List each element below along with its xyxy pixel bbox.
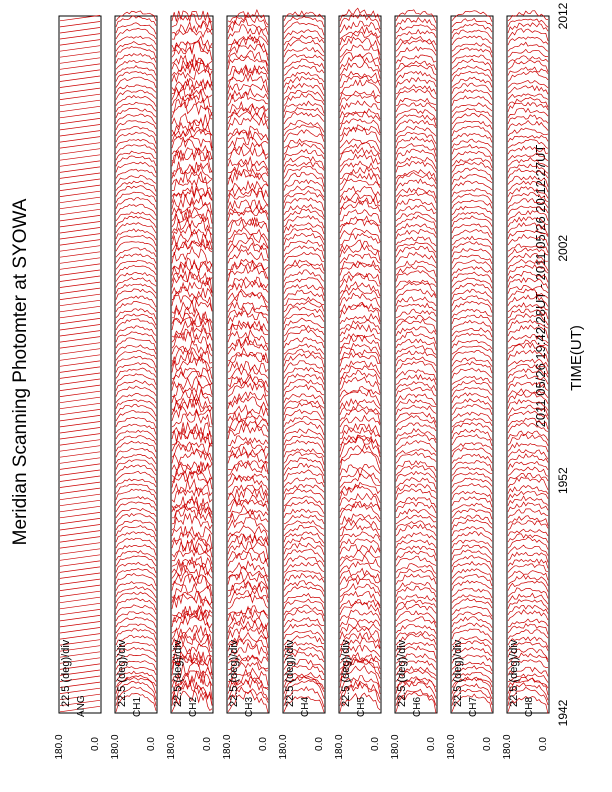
scan-traces (227, 8, 269, 713)
scale-label: 22.5 (deg)/div (508, 639, 520, 707)
panel-frame (394, 15, 438, 714)
panel-frame (338, 15, 382, 714)
scale-label: 22.5 (deg)/div (284, 639, 296, 707)
y-tick-min: 0.0 (538, 737, 549, 751)
y-tick-max: 180.0 (334, 734, 345, 759)
panel-ang: 180.0 0.0 ANG 22.5 (deg)/div (54, 15, 102, 760)
y-tick-min: 0.0 (146, 737, 157, 751)
scale-label: 22.5 (deg)/div (340, 639, 352, 707)
y-tick-max: 180.0 (502, 734, 513, 759)
x-tick-labels: 1942 1952 2002 2012 (556, 2, 570, 726)
panel-name: CH6 (412, 697, 423, 717)
panel-name: CH7 (468, 697, 479, 717)
panel-name: ANG (76, 695, 87, 717)
panel-frame (170, 15, 214, 714)
x-axis-label: TIME(UT) (568, 325, 585, 391)
y-tick-min: 0.0 (90, 737, 101, 751)
y-tick-min: 0.0 (482, 737, 493, 751)
panel-ch2: 180.0 0.0 CH2 22.5 (deg)/div (166, 10, 214, 760)
scale-label: 22.5 (deg)/div (116, 639, 128, 707)
y-tick-min: 0.0 (426, 737, 437, 751)
y-tick-max: 180.0 (446, 734, 457, 759)
scale-label: 22.5 (deg)/div (396, 639, 408, 707)
chart-title: Meridian Scanning Photomter at SYOWA (10, 198, 31, 545)
y-tick-min: 0.0 (370, 737, 381, 751)
panel-name: CH4 (300, 697, 311, 717)
panel-ch5: 180.0 0.0 CH5 22.5 (deg)/div (334, 7, 382, 760)
scale-label: 22.5 (deg)/div (172, 639, 184, 707)
y-tick-max: 180.0 (110, 734, 121, 759)
y-tick-max: 180.0 (222, 734, 233, 759)
panel-frame (226, 15, 270, 714)
panel-ch8: 180.0 0.0 CH8 22.5 (deg)/div (502, 10, 550, 760)
panel-frame (506, 15, 550, 714)
scale-label: 22.5 (deg)/div (60, 639, 72, 707)
panel-ch6: 180.0 0.0 CH6 22.5 (deg)/div (390, 9, 438, 760)
panel-ch7: 180.0 0.0 CH7 22.5 (deg)/div (446, 10, 494, 760)
panel-frame (114, 15, 158, 714)
scale-label: 22.5 (deg)/div (452, 639, 464, 707)
x-tick-label: 2002 (556, 235, 570, 262)
panel-frame (282, 15, 326, 714)
panel-name: CH5 (356, 697, 367, 717)
scan-traces (171, 10, 213, 712)
y-tick-min: 0.0 (258, 737, 269, 751)
y-tick-max: 180.0 (54, 734, 65, 759)
panel-name: CH1 (132, 697, 143, 717)
panel-name: CH8 (524, 697, 535, 717)
y-tick-min: 0.0 (202, 737, 213, 751)
panel-name: CH2 (188, 697, 199, 717)
y-tick-max: 180.0 (390, 734, 401, 759)
y-tick-min: 0.0 (314, 737, 325, 751)
panel-ch3: 180.0 0.0 CH3 22.5 (deg)/div (222, 8, 270, 760)
panel-frame (58, 15, 102, 714)
y-tick-max: 180.0 (278, 734, 289, 759)
scan-traces (283, 10, 325, 713)
x-tick-label: 2012 (556, 2, 570, 29)
scan-traces (395, 9, 437, 714)
panel-ch4: 180.0 0.0 CH4 22.5 (deg)/div (278, 10, 326, 760)
x-tick-label: 1952 (556, 467, 570, 494)
x-tick-label: 1942 (556, 699, 570, 726)
panel-name: CH3 (244, 697, 255, 717)
scan-traces (339, 7, 381, 712)
scan-traces (451, 10, 493, 713)
panel-frame (450, 15, 494, 714)
scan-traces (59, 15, 101, 713)
scan-traces (115, 10, 157, 712)
panels-group: 180.0 0.0 ANG 22.5 (deg)/div 180.0 0.0 CH1 22.5… (54, 7, 550, 760)
scan-traces (507, 10, 549, 714)
panel-ch1: 180.0 0.0 CH1 22.5 (deg)/div (110, 10, 158, 760)
scale-label: 22.5 (deg)/div (228, 639, 240, 707)
y-tick-max: 180.0 (166, 734, 177, 759)
